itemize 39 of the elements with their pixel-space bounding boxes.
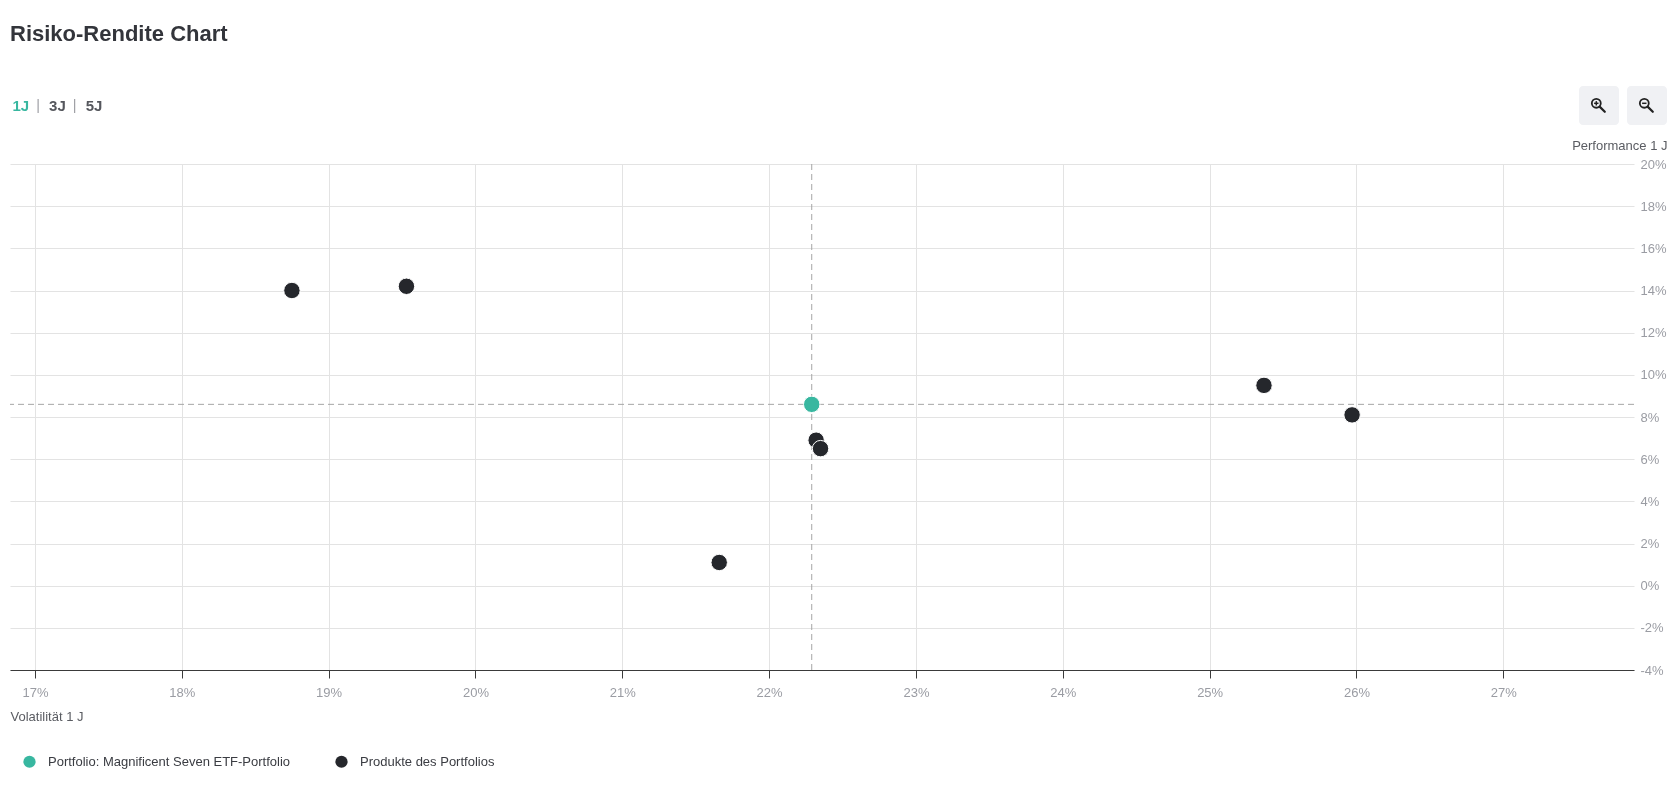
- y-axis-title: Performance 1 J: [1572, 137, 1668, 153]
- y-tick-label: 14%: [1640, 283, 1667, 298]
- y-tick-label: 12%: [1640, 325, 1667, 341]
- point: [283, 281, 301, 300]
- text: 3J: [49, 97, 66, 114]
- legend-label: Produkte des Portfolios: [360, 753, 495, 769]
- y-tick-label: 20%: [1640, 156, 1667, 172]
- y-tick-label: 0%: [1640, 578, 1660, 594]
- y-tick-label: 16%: [1640, 240, 1667, 256]
- point: [1343, 406, 1361, 424]
- y-tick-label: 2%: [1640, 536, 1660, 551]
- x-tick-label: 20%: [462, 684, 490, 700]
- y-tick-label: 8%: [1640, 409, 1660, 425]
- y-tick-label: 4%: [1640, 493, 1660, 509]
- text: 1J: [12, 97, 30, 114]
- x-tick-label: 18%: [169, 684, 196, 700]
- point: [397, 277, 416, 295]
- y-tick-label: -4%: [1640, 662, 1665, 678]
- point: [803, 395, 821, 414]
- y-tick-label: -2%: [1640, 620, 1665, 636]
- y-tick-label: 18%: [1640, 198, 1667, 214]
- x-tick-label: 23%: [903, 684, 930, 700]
- point: [1255, 376, 1273, 395]
- x-tick-label: 21%: [609, 684, 637, 700]
- point: [811, 439, 830, 458]
- x-tick-label: 26%: [1343, 684, 1371, 700]
- point: [710, 553, 728, 572]
- x-tick-label: 22%: [756, 684, 784, 700]
- y-tick-label: 10%: [1640, 367, 1667, 383]
- x-axis-title: Volatilität 1 J: [10, 708, 84, 724]
- text: 5J: [85, 97, 103, 114]
- y-tick-label: 6%: [1640, 451, 1660, 467]
- x-tick-label: 19%: [316, 684, 343, 700]
- legend-label: Portfolio: Magnificent Seven ETF-Portfolio: [48, 753, 291, 769]
- chart-title: Risiko-Rendite Chart: [10, 21, 229, 46]
- x-tick-label: 27%: [1490, 684, 1518, 700]
- x-tick-label: 17%: [22, 684, 49, 700]
- x-tick-label: 25%: [1197, 684, 1224, 700]
- x-tick-label: 24%: [1050, 684, 1077, 700]
